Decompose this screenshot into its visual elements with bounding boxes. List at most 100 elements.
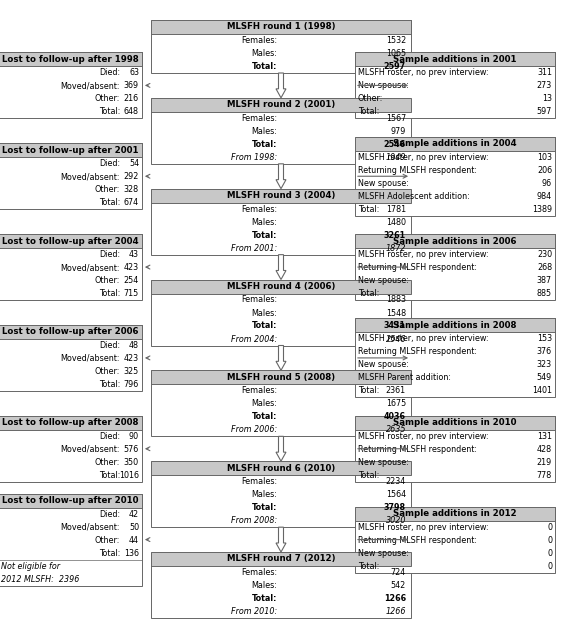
Text: Males:: Males: — [251, 399, 277, 408]
Text: 325: 325 — [124, 367, 139, 376]
Text: 323: 323 — [537, 360, 552, 369]
Text: Other:: Other: — [94, 367, 120, 376]
Bar — [355, 416, 555, 430]
Text: Total:: Total: — [252, 412, 277, 421]
Text: 3020: 3020 — [386, 516, 406, 525]
Text: 0: 0 — [547, 549, 552, 558]
Bar — [355, 52, 555, 119]
Text: Died:: Died: — [99, 432, 120, 441]
Text: New spouse:: New spouse: — [358, 457, 409, 467]
Text: 216: 216 — [124, 94, 139, 103]
Text: 1567: 1567 — [386, 114, 406, 123]
Text: 2361: 2361 — [386, 387, 406, 396]
Text: 0: 0 — [547, 561, 552, 570]
Text: Total:: Total: — [252, 62, 277, 71]
Text: 292: 292 — [124, 172, 139, 181]
Text: Sample additions in 2001: Sample additions in 2001 — [393, 55, 516, 64]
Text: Total:: Total: — [252, 594, 277, 603]
Text: Sample additions in 2012: Sample additions in 2012 — [393, 509, 517, 518]
Bar — [151, 461, 411, 475]
Text: Lost to follow-up after 2004: Lost to follow-up after 2004 — [2, 237, 138, 246]
Text: Total:: Total: — [358, 471, 379, 480]
Text: Males:: Males: — [251, 127, 277, 136]
Text: Sample additions in 2008: Sample additions in 2008 — [393, 321, 516, 330]
Text: 423: 423 — [124, 354, 139, 363]
Bar — [151, 20, 411, 73]
Text: 1949: 1949 — [386, 153, 406, 162]
Text: 103: 103 — [537, 152, 552, 162]
Bar — [151, 20, 411, 34]
Text: MLSFH roster, no prev interview:: MLSFH roster, no prev interview: — [358, 523, 488, 531]
Text: 2597: 2597 — [384, 62, 406, 71]
Text: Males:: Males: — [251, 49, 277, 58]
Text: 0: 0 — [547, 523, 552, 531]
Text: 715: 715 — [124, 289, 139, 298]
Bar — [151, 552, 411, 566]
Text: 1532: 1532 — [386, 36, 406, 45]
Text: Males:: Males: — [251, 218, 277, 226]
Text: Total:: Total: — [252, 322, 277, 330]
Text: Females:: Females: — [241, 477, 277, 486]
Text: Other:: Other: — [94, 535, 120, 545]
Text: Females:: Females: — [241, 36, 277, 45]
Text: MLSFH Parent addition:: MLSFH Parent addition: — [358, 373, 451, 382]
Bar — [151, 279, 411, 293]
Text: Total:: Total: — [252, 140, 277, 149]
Text: 549: 549 — [537, 373, 552, 382]
Bar — [151, 461, 411, 527]
Text: New spouse:: New spouse: — [358, 82, 409, 91]
Text: 3261: 3261 — [384, 231, 406, 240]
Bar — [0, 416, 142, 482]
Text: Not eligible for: Not eligible for — [1, 561, 60, 570]
Text: MLSFH round 6 (2010): MLSFH round 6 (2010) — [227, 464, 335, 473]
Text: Sample additions in 2006: Sample additions in 2006 — [393, 237, 516, 246]
Text: 423: 423 — [124, 263, 139, 272]
Text: Females:: Females: — [241, 114, 277, 123]
Text: 1065: 1065 — [386, 49, 406, 58]
Text: 1016: 1016 — [119, 471, 139, 480]
Text: From 2010:: From 2010: — [231, 607, 277, 616]
Text: 1675: 1675 — [386, 399, 406, 408]
Text: 136: 136 — [124, 549, 139, 558]
Text: Females:: Females: — [241, 387, 277, 396]
Text: 1883: 1883 — [386, 295, 406, 304]
Text: MLSFH round 2 (2001): MLSFH round 2 (2001) — [227, 100, 335, 109]
Text: 885: 885 — [537, 289, 552, 298]
Bar — [355, 234, 555, 248]
Bar — [0, 234, 142, 248]
Text: 778: 778 — [537, 471, 552, 480]
Text: Total:: Total: — [98, 107, 120, 116]
Text: 1389: 1389 — [532, 205, 552, 214]
Text: Total:: Total: — [98, 289, 120, 298]
Polygon shape — [276, 73, 286, 98]
Text: 2546: 2546 — [384, 140, 406, 149]
Text: 597: 597 — [537, 107, 552, 116]
Text: MLSFH round 7 (2012): MLSFH round 7 (2012) — [226, 554, 336, 563]
Text: 1266: 1266 — [386, 607, 406, 616]
Polygon shape — [276, 164, 286, 189]
Text: Other:: Other: — [94, 185, 120, 194]
Text: 542: 542 — [391, 581, 406, 590]
Bar — [355, 416, 555, 482]
Text: Moved/absent:: Moved/absent: — [61, 523, 120, 531]
Bar — [355, 52, 555, 66]
Text: 648: 648 — [124, 107, 139, 116]
Bar — [0, 144, 142, 209]
Bar — [0, 234, 142, 300]
Text: 984: 984 — [537, 192, 552, 201]
Bar — [151, 370, 411, 384]
Bar — [355, 416, 555, 430]
Text: From 2004:: From 2004: — [231, 334, 277, 343]
Text: 3798: 3798 — [384, 503, 406, 512]
Polygon shape — [276, 255, 286, 279]
Bar — [355, 137, 555, 151]
Bar — [0, 234, 142, 248]
Text: 153: 153 — [537, 334, 552, 343]
Text: Females:: Females: — [241, 205, 277, 214]
Text: Total:: Total: — [252, 503, 277, 512]
Text: 387: 387 — [537, 276, 552, 285]
Text: From 2008:: From 2008: — [231, 516, 277, 525]
Text: Total:: Total: — [358, 289, 379, 298]
Polygon shape — [276, 346, 286, 370]
Bar — [151, 98, 411, 164]
